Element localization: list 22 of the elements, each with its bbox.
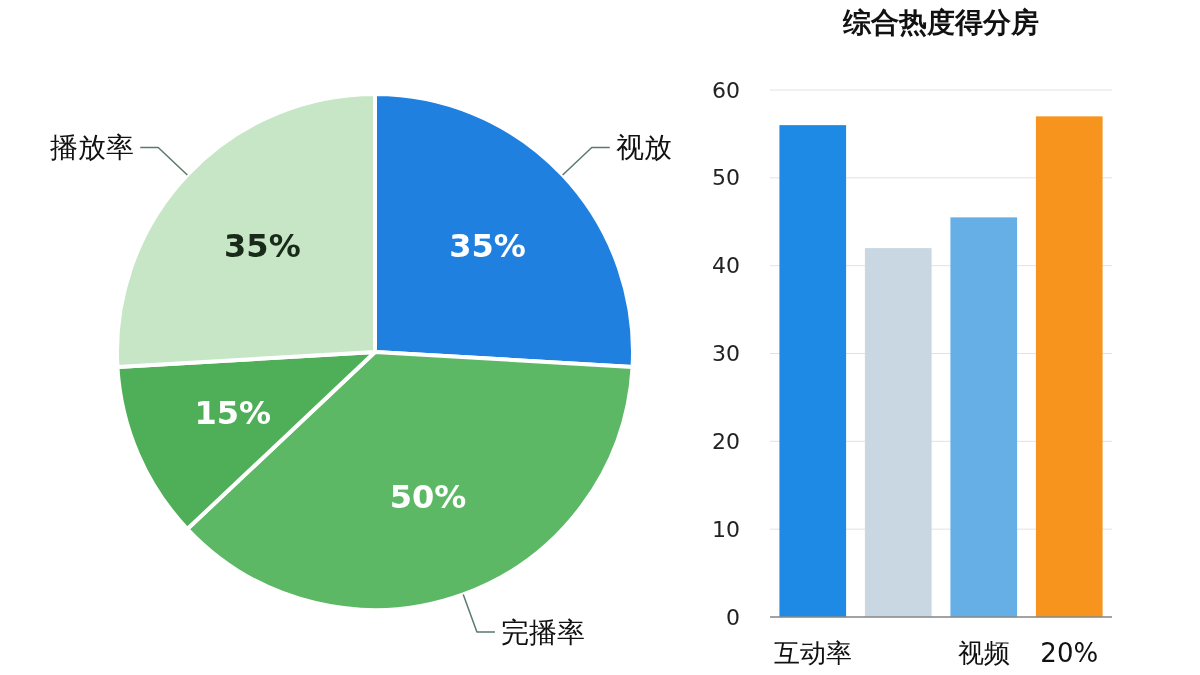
bar xyxy=(1035,116,1103,617)
x-tick-label: 互动率 xyxy=(773,638,852,668)
y-tick-label: 50 xyxy=(712,165,740,191)
bar xyxy=(779,125,847,617)
data-label: 35% xyxy=(224,226,301,265)
data-label: 15% xyxy=(194,394,272,433)
data-label: 35% xyxy=(449,226,526,265)
y-tick-label: 20 xyxy=(712,428,740,454)
bar xyxy=(864,248,932,617)
chart-title: 综合热度得分房 xyxy=(842,5,1039,39)
y-tick-label: 30 xyxy=(712,341,740,366)
slice-label: 视放 xyxy=(615,131,672,164)
x-tick-label: 视频 xyxy=(957,638,1010,668)
y-tick-label: 0 xyxy=(726,604,740,630)
x-tick-label: 20% xyxy=(1040,638,1099,668)
bar xyxy=(950,217,1018,617)
data-label: 50% xyxy=(389,478,467,517)
slice-label: 播放率 xyxy=(50,131,135,164)
slice-label: 完播率 xyxy=(500,615,585,649)
y-tick-label: 40 xyxy=(712,253,740,279)
y-tick-label: 10 xyxy=(712,516,740,542)
y-tick-label: 60 xyxy=(712,77,740,103)
